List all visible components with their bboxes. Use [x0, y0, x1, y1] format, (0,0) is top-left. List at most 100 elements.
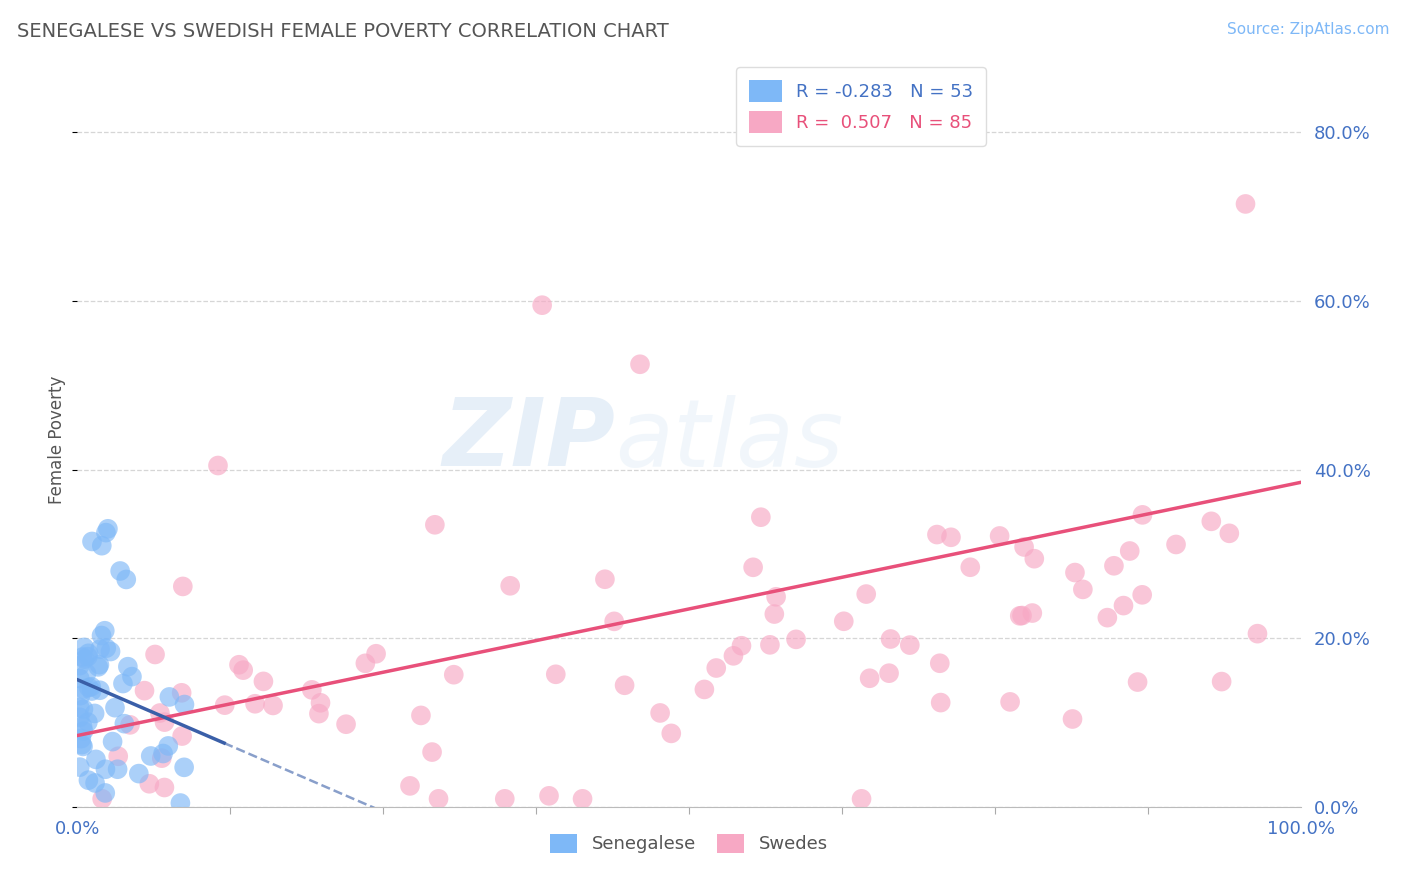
Point — [73, 652, 96, 666]
Point — [1218, 526, 1240, 541]
Point — [69, 658, 91, 673]
Point — [879, 632, 901, 646]
Point — [859, 671, 882, 685]
Point — [89, 642, 111, 657]
Point — [69, 710, 91, 724]
Point — [1008, 608, 1031, 623]
Point — [309, 696, 332, 710]
Point — [111, 676, 134, 690]
Point — [170, 686, 193, 700]
Point — [76, 666, 98, 681]
Point — [73, 640, 96, 655]
Point — [173, 760, 195, 774]
Point — [76, 715, 98, 730]
Point — [77, 681, 100, 695]
Point — [423, 517, 446, 532]
Point — [420, 745, 443, 759]
Point — [77, 649, 100, 664]
Point — [143, 648, 166, 662]
Point — [877, 666, 900, 681]
Point — [117, 659, 139, 673]
Point — [118, 718, 141, 732]
Point — [759, 638, 782, 652]
Point — [959, 560, 981, 574]
Point — [80, 684, 103, 698]
Point — [112, 716, 135, 731]
Point — [96, 641, 118, 656]
Point — [173, 698, 195, 712]
Point — [785, 632, 807, 647]
Point — [603, 615, 626, 629]
Point — [94, 762, 117, 776]
Text: SENEGALESE VS SWEDISH FEMALE POVERTY CORRELATION CHART: SENEGALESE VS SWEDISH FEMALE POVERTY COR… — [17, 22, 669, 41]
Point — [544, 667, 567, 681]
Point — [150, 751, 173, 765]
Point — [693, 682, 716, 697]
Point — [72, 702, 94, 716]
Point — [832, 614, 855, 628]
Point — [1119, 544, 1142, 558]
Point — [929, 696, 952, 710]
Point — [1132, 508, 1154, 522]
Point — [335, 717, 357, 731]
Point — [77, 646, 100, 660]
Point — [928, 657, 950, 671]
Point — [443, 667, 465, 681]
Point — [1201, 514, 1223, 528]
Point — [169, 796, 191, 810]
Point — [94, 624, 117, 638]
Point — [898, 638, 921, 652]
Y-axis label: Female Poverty: Female Poverty — [48, 376, 66, 504]
Point — [94, 525, 117, 540]
Point — [1246, 626, 1268, 640]
Point — [851, 792, 873, 806]
Point — [531, 298, 554, 312]
Text: Source: ZipAtlas.com: Source: ZipAtlas.com — [1226, 22, 1389, 37]
Point — [650, 706, 672, 720]
Point — [69, 760, 91, 774]
Point — [1130, 588, 1153, 602]
Point — [97, 522, 120, 536]
Point — [1112, 599, 1135, 613]
Point — [72, 650, 94, 665]
Point — [988, 529, 1011, 543]
Point — [593, 572, 616, 586]
Point — [499, 579, 522, 593]
Point — [107, 762, 129, 776]
Point — [70, 738, 93, 752]
Point — [115, 573, 138, 587]
Point — [252, 674, 274, 689]
Point — [138, 777, 160, 791]
Point — [70, 731, 93, 746]
Point — [939, 530, 962, 544]
Point — [77, 773, 100, 788]
Point — [228, 657, 250, 672]
Point — [153, 780, 176, 795]
Point — [207, 458, 229, 473]
Point — [262, 698, 284, 713]
Point — [91, 792, 114, 806]
Point — [172, 729, 194, 743]
Point — [399, 779, 422, 793]
Point — [157, 690, 180, 704]
Point — [149, 706, 172, 720]
Point — [107, 749, 129, 764]
Point — [1164, 537, 1187, 551]
Point — [1211, 674, 1233, 689]
Point — [409, 708, 432, 723]
Point — [494, 792, 516, 806]
Point — [427, 792, 450, 806]
Point — [925, 527, 948, 541]
Point — [108, 564, 131, 578]
Point — [72, 681, 94, 696]
Point — [172, 579, 194, 593]
Point — [100, 644, 122, 658]
Legend: Senegalese, Swedes: Senegalese, Swedes — [543, 827, 835, 861]
Point — [1021, 606, 1043, 620]
Point — [87, 660, 110, 674]
Point — [72, 724, 94, 739]
Point — [613, 678, 636, 692]
Point — [308, 706, 330, 721]
Point — [80, 534, 103, 549]
Point — [1024, 551, 1046, 566]
